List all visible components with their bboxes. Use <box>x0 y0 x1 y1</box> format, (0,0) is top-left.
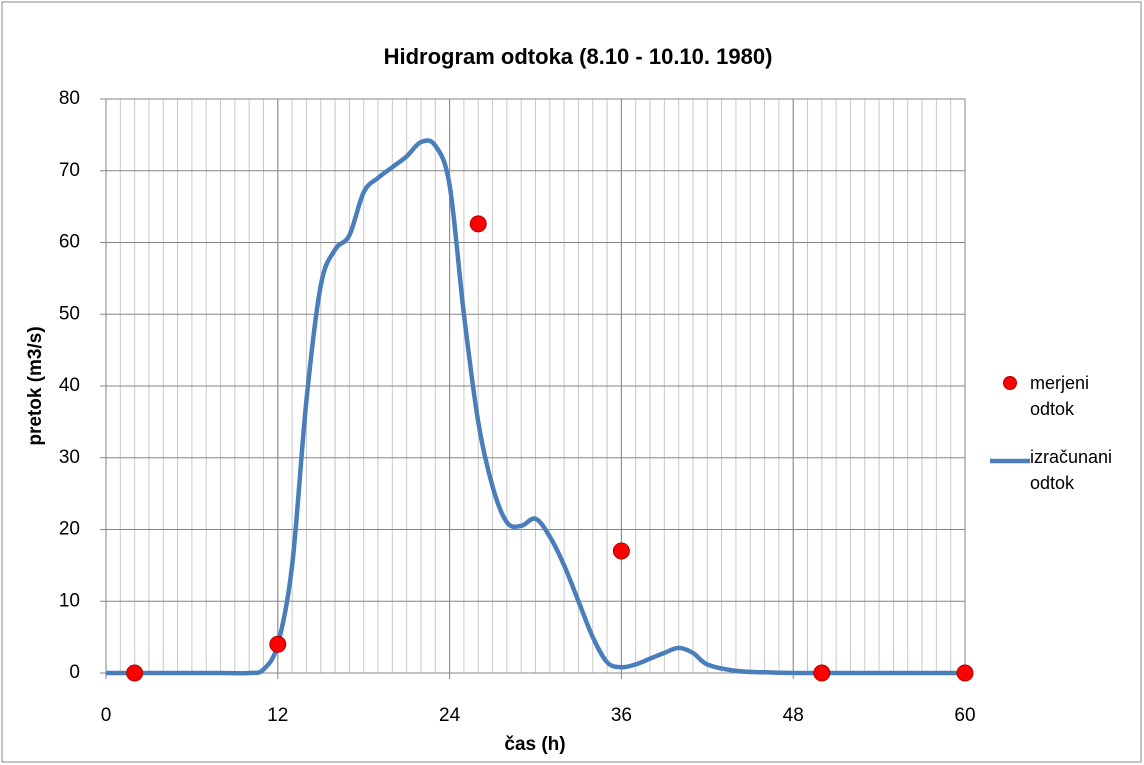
y-tick-label: 30 <box>59 447 80 468</box>
point <box>269 635 287 653</box>
marks <box>106 138 974 682</box>
x-tick-label: 60 <box>954 705 975 726</box>
y-tick-label: 60 <box>59 232 80 253</box>
y-tick-label: 40 <box>59 375 80 396</box>
x-axis-label: čas (h) <box>504 734 565 755</box>
legend-label: merjeni odtok <box>1030 373 1090 419</box>
plot-frame <box>105 98 966 674</box>
legend <box>990 376 1030 464</box>
point <box>126 664 144 682</box>
y-axis-label: pretok (m3/s) <box>25 326 46 445</box>
y-tick-label: 80 <box>59 88 80 109</box>
legend-label: izračunani odtok <box>1030 447 1113 493</box>
point <box>612 542 630 560</box>
legend-marker <box>1003 376 1017 390</box>
x-tick-label: 36 <box>611 705 632 726</box>
x-tick-label: 24 <box>439 705 461 726</box>
chart-title: Hidrogram odtoka (8.10 - 10.10. 1980) <box>384 44 773 69</box>
y-tick-label: 10 <box>59 590 80 611</box>
x-tick-label: 48 <box>783 705 804 726</box>
line <box>106 138 965 676</box>
y-tick-label: 50 <box>59 303 80 324</box>
x-tick-label: 12 <box>267 705 288 726</box>
point <box>813 664 831 682</box>
x-tick-label: 0 <box>101 705 112 726</box>
point <box>469 215 487 233</box>
y-tick-label: 0 <box>69 662 80 683</box>
point <box>956 664 974 682</box>
y-tick-label: 70 <box>59 160 80 181</box>
y-tick-label: 20 <box>59 519 80 540</box>
